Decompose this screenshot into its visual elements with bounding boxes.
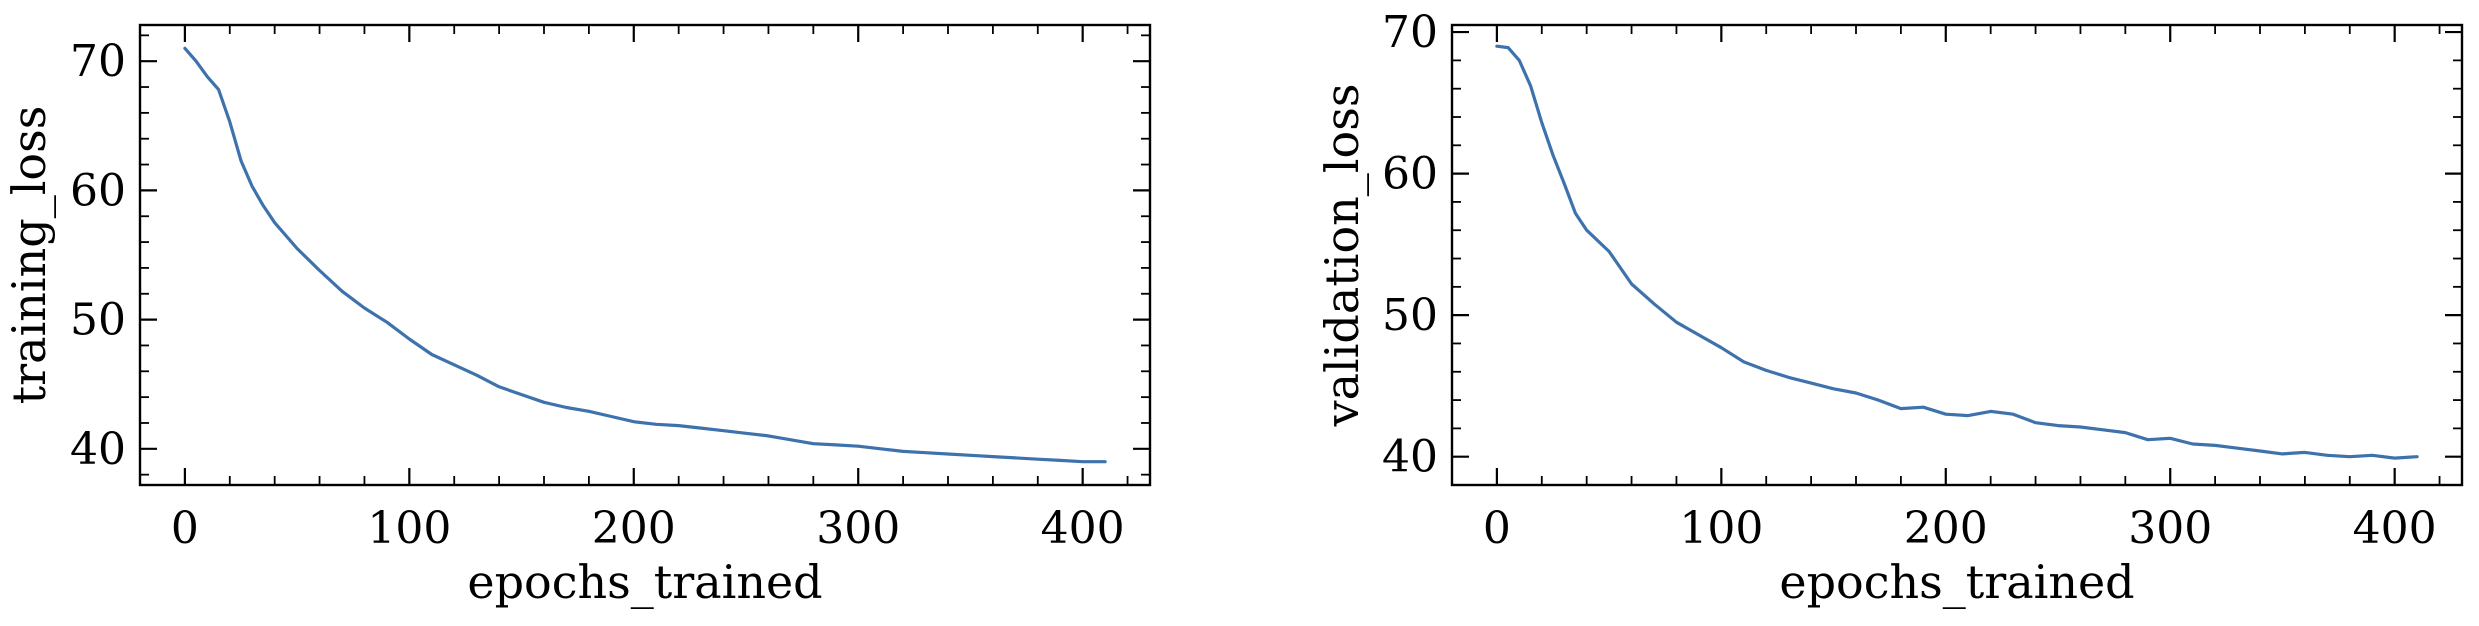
x-tick-label: 100 [1679, 503, 1763, 554]
x-tick-label: 400 [1041, 503, 1125, 554]
plot-frame [1450, 23, 2464, 487]
y-tick-label: 70 [70, 36, 126, 87]
x-tick-label: 200 [592, 503, 676, 554]
y-axis-label: validation_loss [1315, 84, 1369, 428]
x-axis-label: epochs_trained [1779, 555, 2134, 609]
validation-loss-chart: 0 100 200 300 400 40 50 60 70 epochs_trained valid… [1315, 7, 2464, 609]
y-tick-label: 60 [70, 165, 126, 216]
y-tick-label: 50 [70, 295, 126, 346]
y-axis-label: training_loss [2, 106, 56, 405]
y-tick-label: 70 [1382, 7, 1438, 58]
x-axis-label: epochs_trained [467, 555, 822, 609]
x-tick-label: 0 [1483, 503, 1511, 554]
x-tick-label: 0 [171, 503, 199, 554]
x-tick-label: 200 [1904, 503, 1988, 554]
y-tick-label: 40 [70, 424, 126, 475]
x-tick-label: 300 [816, 503, 900, 554]
series-line [1495, 44, 2419, 460]
training-loss-chart: 0 100 200 300 400 40 50 60 70 epochs_trained train… [2, 23, 1152, 609]
y-tick-label: 40 [1382, 432, 1438, 483]
x-tick-label: 100 [367, 503, 451, 554]
x-tick-label: 400 [2353, 503, 2437, 554]
series-line [183, 46, 1107, 464]
y-tick-label: 60 [1382, 149, 1438, 200]
y-tick-label: 50 [1382, 290, 1438, 341]
plot-frame [138, 23, 1152, 487]
x-tick-label: 300 [2128, 503, 2212, 554]
